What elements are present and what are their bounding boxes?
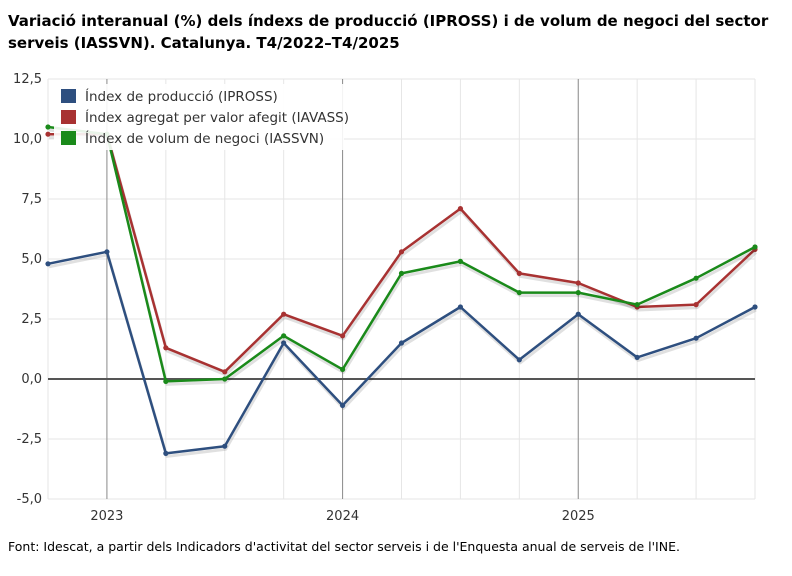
- data-point: [634, 302, 640, 308]
- y-tick-label: 10,0: [13, 132, 42, 147]
- legend-label: Índex de producció (IPROSS): [85, 88, 278, 105]
- legend-swatch: [61, 131, 76, 145]
- data-point: [45, 261, 51, 267]
- x-tick-label: 2025: [562, 509, 595, 524]
- line-chart: 12,5 10,0 7,5 5,0 2,5 0,0 -2,5 -5,0 2023 2024 2025…: [13, 72, 758, 524]
- y-tick-label: 0,0: [21, 372, 42, 387]
- data-point: [398, 270, 405, 276]
- data-point: [163, 345, 169, 351]
- data-point: [752, 244, 758, 250]
- legend-swatch: [61, 89, 76, 103]
- data-point: [281, 333, 287, 339]
- data-point: [45, 124, 51, 130]
- y-tick-label: -2,5: [17, 432, 42, 447]
- x-tick-label: 2023: [90, 509, 123, 524]
- data-point: [752, 304, 758, 310]
- series-shadow: [48, 128, 757, 386]
- data-point: [457, 206, 464, 212]
- y-tick-label: 12,5: [13, 72, 42, 87]
- data-point: [339, 402, 346, 408]
- chart-title: Variació interanual (%) dels índexs de p…: [8, 12, 769, 52]
- data-point: [516, 357, 522, 363]
- y-tick-label: 7,5: [21, 192, 42, 207]
- y-tick-label: 2,5: [21, 312, 42, 327]
- legend-label: Índex agregat per valor afegit (IAVASS): [85, 109, 349, 126]
- data-point: [222, 443, 228, 449]
- data-point: [45, 131, 51, 137]
- data-point: [693, 302, 699, 308]
- series-layer: [45, 124, 758, 458]
- y-tick-label: -5,0: [17, 492, 42, 507]
- data-point: [516, 270, 522, 276]
- data-point: [339, 366, 346, 372]
- data-point: [398, 340, 405, 346]
- legend-box: [54, 84, 344, 150]
- data-point: [281, 340, 287, 346]
- data-point: [457, 304, 464, 310]
- data-point: [339, 333, 346, 339]
- legend: Índex de producció (IPROSS) Índex agregat…: [54, 84, 349, 150]
- data-point: [634, 354, 640, 360]
- data-point: [104, 249, 110, 255]
- data-point: [575, 280, 581, 286]
- series-shadow: [49, 135, 758, 377]
- data-point: [398, 249, 405, 255]
- data-point: [281, 311, 287, 317]
- source-note: Font: Idescat, a partir dels Indicadors …: [8, 539, 680, 554]
- data-point: [693, 335, 699, 341]
- data-point: [693, 275, 699, 281]
- series-shadow: [48, 253, 757, 458]
- legend-label: Índex de volum de negoci (IASSVN): [85, 130, 324, 147]
- x-tick-label: 2024: [326, 509, 359, 524]
- data-point: [222, 376, 228, 382]
- data-point: [457, 258, 464, 264]
- data-point: [575, 290, 581, 296]
- data-point: [163, 450, 169, 456]
- data-point: [163, 378, 169, 384]
- legend-swatch: [61, 110, 76, 124]
- y-tick-label: 5,0: [21, 252, 42, 267]
- data-point: [516, 290, 522, 296]
- data-point: [222, 369, 228, 375]
- data-point: [575, 311, 581, 317]
